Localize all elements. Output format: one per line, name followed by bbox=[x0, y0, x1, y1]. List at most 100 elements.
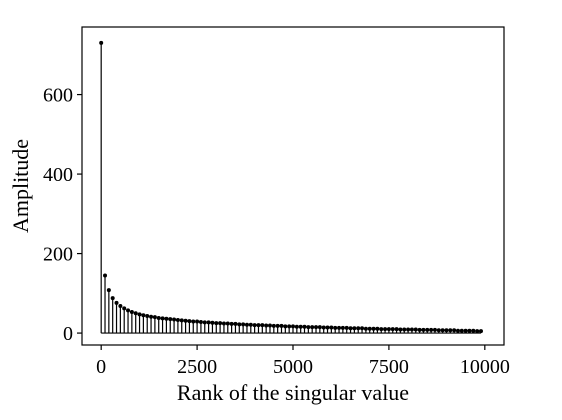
stem-marker bbox=[455, 328, 460, 333]
x-tick-label: 7500 bbox=[369, 356, 409, 378]
stem-marker bbox=[287, 324, 292, 329]
stem-marker bbox=[321, 325, 326, 330]
stem-marker bbox=[432, 327, 437, 332]
stem-marker bbox=[206, 320, 211, 325]
stem-marker bbox=[187, 319, 192, 324]
x-tick-label: 5000 bbox=[273, 356, 313, 378]
stem-marker bbox=[375, 326, 380, 331]
stem-marker bbox=[306, 325, 311, 330]
stem-marker bbox=[114, 300, 119, 305]
stem-marker bbox=[390, 327, 395, 332]
stem-marker bbox=[344, 325, 349, 330]
y-axis-ticks: 0 200 400 600 bbox=[43, 85, 82, 345]
y-axis-label: Amplitude bbox=[8, 139, 33, 233]
stem-marker bbox=[459, 328, 464, 333]
stem-marker bbox=[172, 317, 177, 322]
stem-marker bbox=[183, 318, 188, 323]
stem-marker bbox=[256, 323, 261, 328]
stem-marker bbox=[409, 327, 414, 332]
stem-marker bbox=[291, 324, 295, 329]
stem-marker bbox=[198, 319, 203, 324]
stem-marker bbox=[252, 323, 257, 328]
stem-marker bbox=[225, 321, 230, 326]
x-axis-label: Rank of the singular value bbox=[177, 380, 409, 405]
stem-marker bbox=[317, 325, 322, 330]
stem-marker bbox=[271, 323, 276, 328]
stem-marker bbox=[333, 325, 338, 330]
stem-marker bbox=[145, 313, 150, 318]
stem-marker bbox=[221, 321, 226, 326]
stem-marker bbox=[264, 323, 269, 328]
stem-marker bbox=[267, 323, 272, 328]
stem-marker bbox=[406, 327, 411, 332]
stem-marker bbox=[413, 327, 418, 332]
stem-marker bbox=[329, 325, 334, 330]
stem-marker bbox=[337, 325, 342, 330]
y-tick-label: 0 bbox=[63, 323, 73, 345]
stem-marker bbox=[363, 326, 368, 331]
stem-marker bbox=[429, 327, 434, 332]
stem-marker bbox=[275, 323, 280, 328]
stem-marker bbox=[229, 321, 234, 326]
stem-marker bbox=[417, 327, 422, 332]
stem-marker bbox=[425, 327, 430, 332]
stem-marker bbox=[386, 327, 391, 332]
stem-marker bbox=[241, 322, 246, 327]
stem-marker bbox=[436, 328, 441, 333]
stem-marker bbox=[325, 325, 330, 330]
stem-marker bbox=[191, 319, 196, 324]
stem-marker bbox=[164, 316, 169, 321]
stem-marker bbox=[244, 322, 249, 327]
stem-marker bbox=[233, 321, 238, 326]
y-tick-label: 400 bbox=[43, 164, 73, 186]
stem-marker bbox=[110, 296, 115, 301]
stem-marker bbox=[237, 322, 242, 327]
stem-marker bbox=[371, 326, 376, 331]
stem-marker bbox=[168, 317, 173, 322]
stem-marker bbox=[202, 320, 207, 325]
stem-marker bbox=[467, 328, 472, 333]
stem-marker bbox=[444, 328, 449, 333]
stem-marker bbox=[106, 288, 111, 293]
x-tick-label: 2500 bbox=[177, 356, 217, 378]
stem-marker bbox=[478, 329, 483, 334]
stem-marker bbox=[402, 327, 407, 332]
stem-marker bbox=[156, 315, 161, 320]
stem-marker bbox=[129, 310, 134, 315]
stem-marker bbox=[175, 317, 180, 322]
stem-marker bbox=[126, 308, 131, 313]
stem-marker bbox=[475, 329, 480, 334]
plot-frame bbox=[81, 26, 505, 346]
stem-marker bbox=[214, 321, 219, 326]
stem-marker bbox=[352, 326, 357, 331]
stem-marker bbox=[283, 324, 288, 329]
stem-marker bbox=[302, 324, 307, 329]
stem-marker bbox=[398, 327, 403, 332]
stem-marker bbox=[298, 324, 303, 329]
stem-marker bbox=[118, 304, 123, 309]
y-tick-label: 600 bbox=[43, 85, 73, 107]
stem-marker bbox=[218, 321, 223, 326]
stem-marker bbox=[310, 325, 315, 330]
stem-marker bbox=[260, 323, 265, 328]
stem-marker bbox=[195, 319, 200, 324]
stem-marker bbox=[314, 325, 319, 330]
stem-series bbox=[99, 40, 483, 334]
stem-marker bbox=[122, 306, 127, 311]
stem-marker bbox=[160, 316, 165, 321]
stem-marker bbox=[141, 313, 146, 318]
x-axis-ticks: 0 2500 5000 7500 10000 bbox=[96, 345, 510, 378]
stem-marker bbox=[248, 322, 253, 327]
y-tick-label: 200 bbox=[43, 244, 73, 266]
stem-marker bbox=[448, 328, 453, 333]
stem-marker bbox=[348, 326, 353, 331]
stem-marker bbox=[463, 328, 468, 333]
stem-marker bbox=[137, 312, 142, 317]
stem-marker bbox=[103, 273, 108, 278]
stem-marker bbox=[379, 327, 384, 332]
stem-marker bbox=[421, 327, 426, 332]
stem-marker bbox=[179, 318, 184, 323]
stem-marker bbox=[367, 326, 372, 331]
stem-marker bbox=[356, 326, 361, 331]
